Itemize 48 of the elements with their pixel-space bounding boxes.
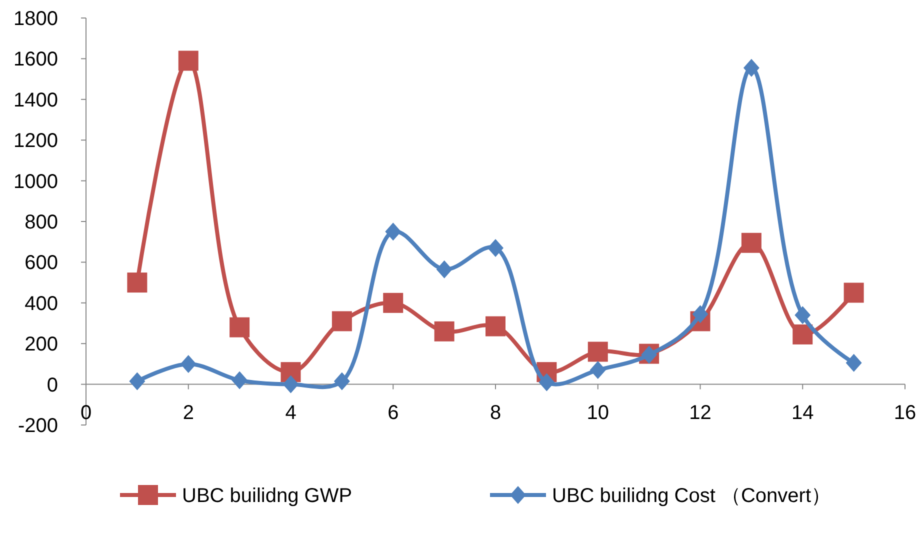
point — [792, 324, 813, 344]
point — [846, 354, 862, 372]
point — [129, 372, 146, 390]
point — [692, 305, 708, 324]
point — [486, 316, 506, 336]
y-tick-label: 1600 — [14, 48, 58, 71]
x-tick-label: 6 — [388, 402, 399, 424]
y-tick-label: -200 — [18, 415, 58, 437]
legend-label: UBC builidng GWP — [182, 485, 352, 507]
point — [434, 321, 454, 342]
x-tick-label: 0 — [80, 402, 92, 424]
y-tick-label: 0 — [46, 374, 58, 396]
x-tick-label: 14 — [792, 402, 814, 424]
point — [280, 362, 301, 382]
point — [230, 317, 250, 338]
point — [334, 372, 350, 390]
point — [794, 306, 811, 324]
x-tick-label: 8 — [490, 402, 502, 424]
point — [383, 292, 404, 313]
point — [538, 373, 555, 392]
point — [180, 354, 196, 373]
point — [232, 371, 248, 390]
y-tick-label: 1200 — [14, 130, 58, 152]
point — [332, 311, 352, 332]
point — [488, 238, 504, 257]
legend-label: UBC builidng Cost （Convert） — [552, 485, 831, 507]
x-tick-label: 12 — [689, 402, 712, 424]
y-tick-label: 200 — [24, 334, 58, 356]
point — [741, 232, 762, 253]
y-tick-label: 1400 — [14, 89, 58, 112]
point — [178, 50, 198, 71]
point — [588, 342, 608, 362]
point — [282, 375, 299, 394]
x-tick-label: 4 — [285, 402, 296, 424]
y-tick-label: 800 — [24, 212, 58, 234]
point — [743, 58, 760, 77]
y-tick-label: 1800 — [14, 8, 58, 30]
x-tick-label: 16 — [894, 402, 916, 424]
x-tick-label: 10 — [586, 402, 609, 424]
y-tick-label: 400 — [24, 292, 58, 315]
y-tick-label: 600 — [24, 252, 58, 274]
point — [127, 272, 148, 293]
point — [436, 260, 452, 278]
point — [385, 222, 402, 241]
point — [590, 361, 606, 380]
x-tick-label: 2 — [182, 402, 194, 424]
point — [844, 282, 864, 303]
y-tick-label: 1000 — [14, 170, 58, 193]
